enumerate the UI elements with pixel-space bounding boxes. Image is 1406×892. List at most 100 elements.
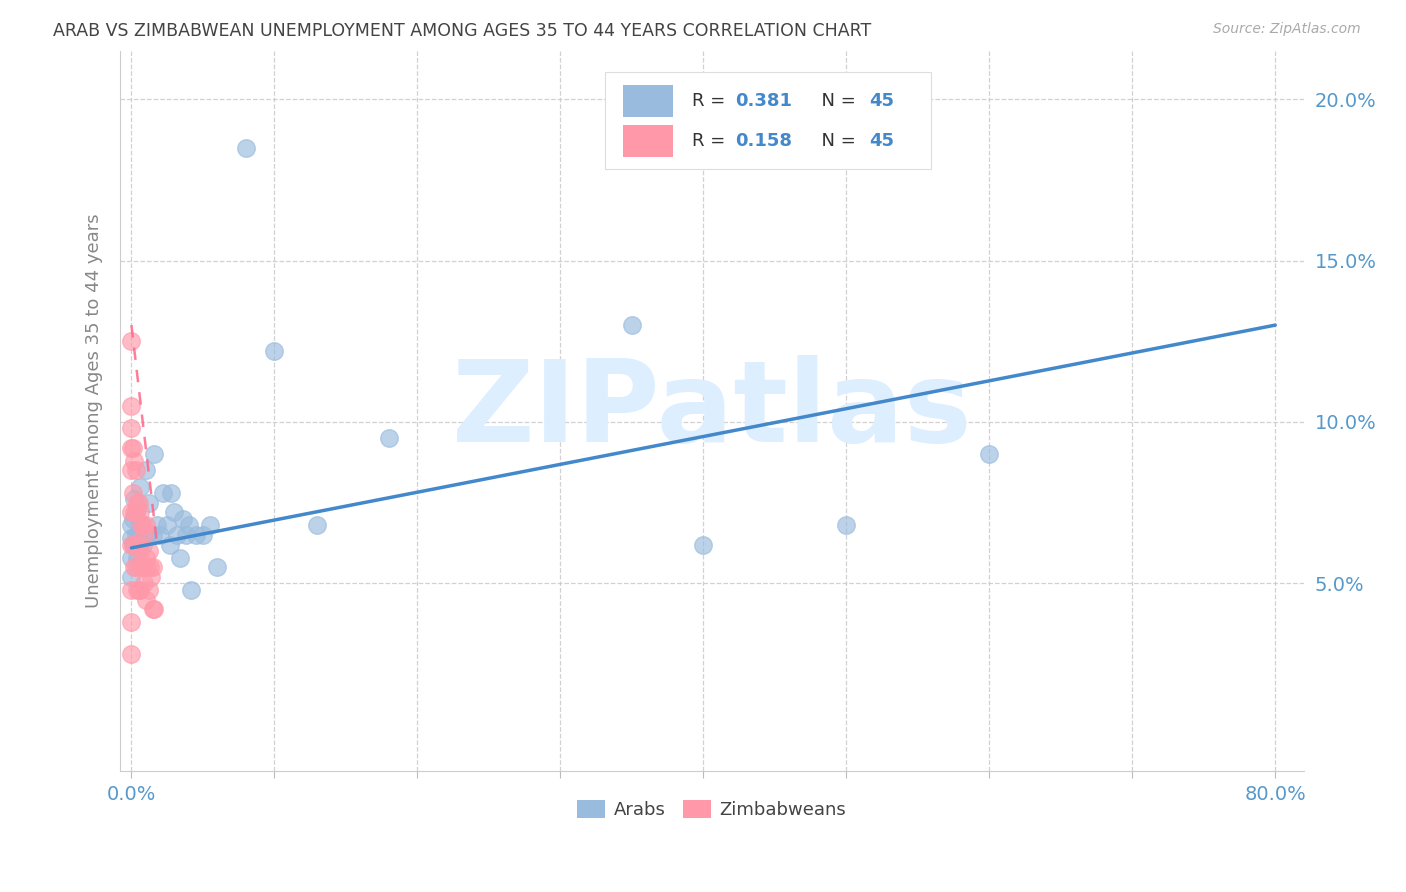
- Point: [979, 447, 1001, 461]
- Point: [120, 441, 142, 455]
- Point: [205, 560, 228, 574]
- Point: [156, 518, 179, 533]
- Text: N =: N =: [810, 132, 862, 150]
- Point: [138, 544, 160, 558]
- Point: [128, 496, 150, 510]
- Point: [129, 544, 152, 558]
- Text: 0.381: 0.381: [735, 92, 793, 110]
- Point: [132, 518, 155, 533]
- Point: [198, 518, 221, 533]
- Point: [139, 560, 162, 574]
- Point: [122, 560, 145, 574]
- Point: [120, 463, 142, 477]
- Point: [131, 518, 153, 533]
- Point: [235, 140, 257, 154]
- Text: R =: R =: [692, 132, 731, 150]
- Point: [169, 550, 191, 565]
- Point: [121, 538, 143, 552]
- Point: [128, 528, 150, 542]
- Point: [120, 538, 142, 552]
- Point: [120, 421, 142, 435]
- Point: [135, 463, 157, 477]
- Point: [122, 492, 145, 507]
- Point: [120, 531, 142, 545]
- Point: [172, 512, 194, 526]
- Point: [125, 560, 148, 574]
- Point: [132, 560, 155, 574]
- Point: [136, 560, 159, 574]
- Point: [121, 538, 143, 552]
- Point: [127, 550, 149, 565]
- Point: [129, 505, 152, 519]
- Text: N =: N =: [810, 92, 862, 110]
- Point: [138, 496, 160, 510]
- FancyBboxPatch shape: [623, 125, 673, 156]
- Point: [143, 447, 166, 461]
- Point: [620, 318, 643, 332]
- Point: [129, 582, 152, 597]
- Point: [191, 528, 214, 542]
- Point: [692, 538, 714, 552]
- Point: [121, 441, 143, 455]
- Point: [143, 602, 166, 616]
- Point: [132, 538, 155, 552]
- Point: [120, 399, 142, 413]
- Point: [138, 582, 160, 597]
- Text: R =: R =: [692, 92, 731, 110]
- Point: [134, 576, 156, 591]
- Point: [141, 570, 163, 584]
- Point: [125, 528, 148, 542]
- Point: [125, 463, 148, 477]
- Legend: Arabs, Zimbabweans: Arabs, Zimbabweans: [571, 793, 853, 827]
- FancyBboxPatch shape: [623, 86, 673, 117]
- FancyBboxPatch shape: [606, 72, 931, 169]
- Point: [163, 505, 186, 519]
- Text: Source: ZipAtlas.com: Source: ZipAtlas.com: [1213, 22, 1361, 37]
- Point: [125, 505, 148, 519]
- Point: [180, 582, 202, 597]
- Point: [135, 550, 157, 565]
- Point: [263, 343, 285, 358]
- Text: 0.158: 0.158: [735, 132, 793, 150]
- Point: [307, 518, 329, 533]
- Point: [122, 454, 145, 468]
- Point: [184, 528, 207, 542]
- Text: 45: 45: [869, 132, 894, 150]
- Point: [149, 528, 172, 542]
- Point: [128, 538, 150, 552]
- Text: ARAB VS ZIMBABWEAN UNEMPLOYMENT AMONG AGES 35 TO 44 YEARS CORRELATION CHART: ARAB VS ZIMBABWEAN UNEMPLOYMENT AMONG AG…: [53, 22, 872, 40]
- Point: [129, 479, 152, 493]
- Point: [135, 592, 157, 607]
- Point: [142, 528, 165, 542]
- Point: [120, 570, 142, 584]
- Y-axis label: Unemployment Among Ages 35 to 44 years: Unemployment Among Ages 35 to 44 years: [86, 213, 103, 608]
- Point: [120, 518, 142, 533]
- Point: [131, 560, 153, 574]
- Point: [122, 538, 145, 552]
- Point: [125, 505, 148, 519]
- Point: [120, 582, 142, 597]
- Point: [131, 518, 153, 533]
- Point: [128, 582, 150, 597]
- Point: [146, 518, 169, 533]
- Point: [159, 538, 181, 552]
- Point: [120, 550, 142, 565]
- Point: [120, 648, 142, 662]
- Point: [134, 528, 156, 542]
- Point: [121, 486, 143, 500]
- Point: [177, 518, 200, 533]
- Point: [120, 615, 142, 629]
- Point: [378, 431, 401, 445]
- Point: [142, 560, 165, 574]
- Point: [152, 486, 174, 500]
- Point: [122, 505, 145, 519]
- Point: [166, 528, 188, 542]
- Point: [120, 505, 142, 519]
- Point: [174, 528, 197, 542]
- Point: [160, 486, 183, 500]
- Point: [120, 334, 142, 349]
- Point: [135, 518, 157, 533]
- Point: [142, 602, 165, 616]
- Point: [127, 538, 149, 552]
- Point: [135, 528, 157, 542]
